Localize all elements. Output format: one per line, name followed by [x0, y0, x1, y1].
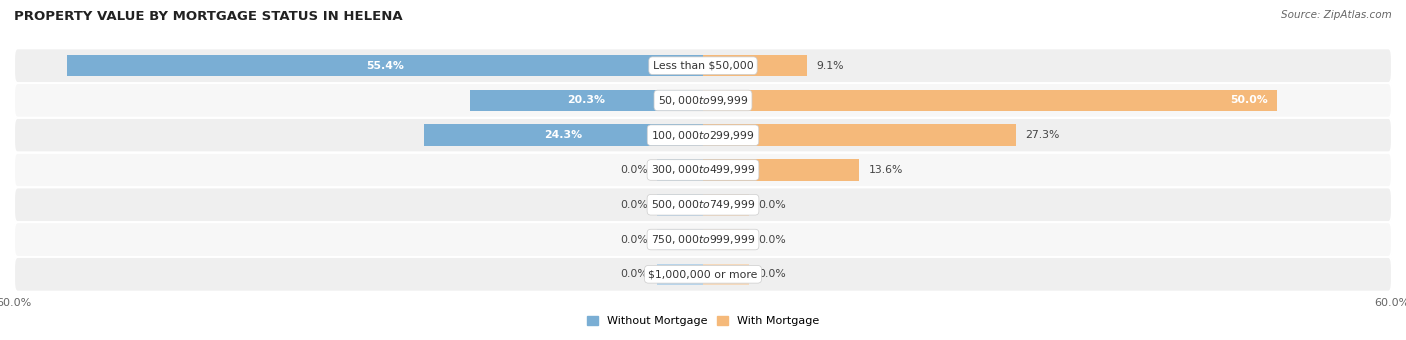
Bar [657, 159, 703, 181]
FancyBboxPatch shape [14, 257, 1392, 292]
FancyBboxPatch shape [14, 83, 1392, 118]
Text: 0.0%: 0.0% [620, 269, 648, 279]
FancyBboxPatch shape [14, 118, 1392, 153]
Text: $300,000 to $499,999: $300,000 to $499,999 [651, 164, 755, 176]
Text: $750,000 to $999,999: $750,000 to $999,999 [651, 233, 755, 246]
Text: 50.0%: 50.0% [1230, 96, 1268, 105]
Text: PROPERTY VALUE BY MORTGAGE STATUS IN HELENA: PROPERTY VALUE BY MORTGAGE STATUS IN HEL… [14, 10, 402, 23]
Text: $1,000,000 or more: $1,000,000 or more [648, 269, 758, 279]
Bar [703, 264, 749, 285]
Bar [657, 229, 703, 250]
Text: 0.0%: 0.0% [758, 235, 786, 244]
FancyBboxPatch shape [14, 48, 1392, 83]
Text: Source: ZipAtlas.com: Source: ZipAtlas.com [1281, 10, 1392, 20]
Text: 0.0%: 0.0% [620, 165, 648, 175]
Text: 27.3%: 27.3% [1025, 130, 1060, 140]
Bar [425, 124, 703, 146]
FancyBboxPatch shape [14, 222, 1392, 257]
FancyBboxPatch shape [14, 187, 1392, 222]
Bar [67, 55, 703, 76]
Text: $100,000 to $299,999: $100,000 to $299,999 [651, 129, 755, 142]
Bar [703, 194, 749, 216]
Bar [657, 194, 703, 216]
Text: 13.6%: 13.6% [869, 165, 903, 175]
FancyBboxPatch shape [14, 153, 1392, 187]
Text: $500,000 to $749,999: $500,000 to $749,999 [651, 198, 755, 211]
Text: 0.0%: 0.0% [758, 269, 786, 279]
Text: 0.0%: 0.0% [758, 200, 786, 210]
Bar [657, 264, 703, 285]
Text: 0.0%: 0.0% [620, 200, 648, 210]
Text: $50,000 to $99,999: $50,000 to $99,999 [658, 94, 748, 107]
Bar [703, 159, 859, 181]
Text: 9.1%: 9.1% [817, 61, 844, 71]
Text: 55.4%: 55.4% [366, 61, 404, 71]
Bar [470, 90, 703, 111]
Legend: Without Mortgage, With Mortgage: Without Mortgage, With Mortgage [582, 311, 824, 331]
Text: 24.3%: 24.3% [544, 130, 582, 140]
Bar [703, 55, 807, 76]
Bar [703, 124, 1017, 146]
Bar [703, 229, 749, 250]
Text: 20.3%: 20.3% [568, 96, 606, 105]
Text: 0.0%: 0.0% [620, 235, 648, 244]
Bar [703, 90, 1277, 111]
Text: Less than $50,000: Less than $50,000 [652, 61, 754, 71]
